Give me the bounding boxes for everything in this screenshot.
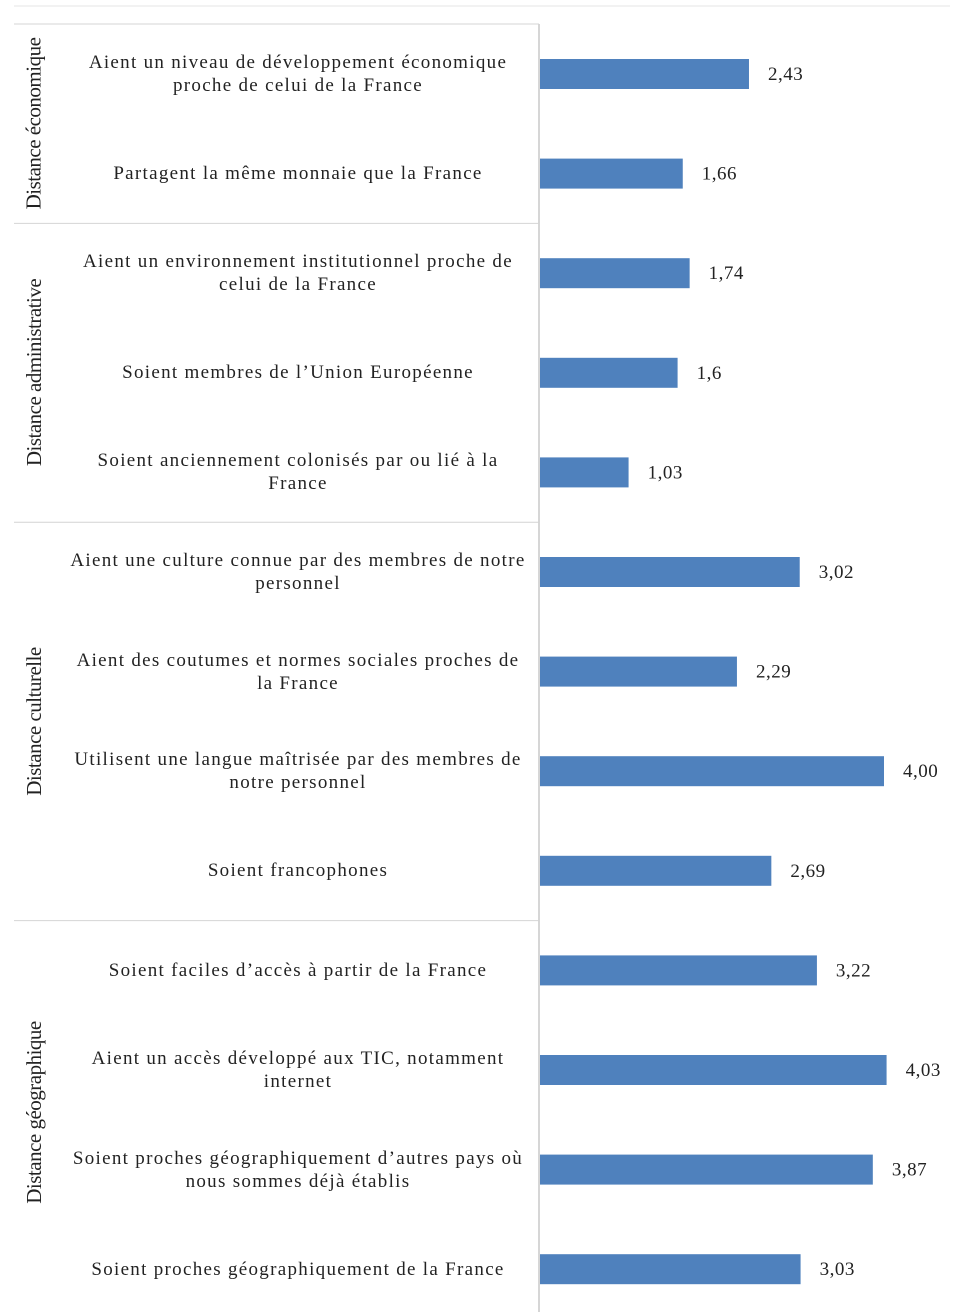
data-label: 1,03	[648, 462, 683, 483]
data-label: 3,87	[892, 1160, 927, 1181]
bar	[540, 955, 817, 986]
bar	[540, 1254, 801, 1285]
bar	[540, 1154, 873, 1185]
group-label: Distance culturelle	[21, 647, 46, 796]
data-label: 4,00	[903, 761, 938, 782]
category-label: Aient un accès développé aux TIC, notamm…	[91, 1048, 505, 1092]
category-label: Soient anciennement colonisés par ou lié…	[97, 450, 499, 495]
data-label: 1,74	[709, 263, 744, 284]
category-label: Soient proches géographiquement de la Fr…	[91, 1258, 505, 1280]
category-label: Soient proches géographiquement d’autres…	[72, 1147, 524, 1192]
group-label: Distance géographique	[21, 1021, 46, 1205]
group-label: Distance économique	[21, 37, 46, 210]
group-label: Distance administrative	[21, 279, 46, 467]
category-label: Aient une culture connue par des membres…	[70, 550, 526, 594]
data-label: 3,22	[836, 960, 871, 981]
bar	[540, 855, 772, 886]
category-label: Partagent la même monnaie que la France	[113, 163, 483, 185]
bar	[540, 656, 737, 687]
category-label: Aient un niveau de développement économi…	[88, 52, 508, 96]
data-label: 3,02	[819, 562, 854, 583]
data-label: 3,03	[820, 1259, 855, 1280]
bar	[540, 357, 678, 388]
category-label: Aient un environnement institutionnel pr…	[83, 251, 513, 296]
bar	[540, 557, 800, 587]
category-label: Aient des coutumes et normes sociales pr…	[76, 649, 520, 694]
category-label: Soient faciles d’accès à partir de la Fr…	[108, 959, 488, 981]
bar	[540, 756, 884, 787]
data-label: 2,69	[790, 861, 825, 882]
data-label: 1,6	[697, 363, 722, 384]
category-label: Soient francophones	[207, 860, 389, 882]
bar	[540, 59, 749, 89]
bar	[540, 457, 629, 488]
category-label: Soient membres de l’Union Européenne	[122, 362, 474, 384]
bar	[540, 1055, 887, 1085]
bar	[540, 258, 690, 289]
category-label: Utilisent une langue maîtrisée par des m…	[74, 749, 522, 794]
data-label: 1,66	[702, 164, 737, 185]
bar	[540, 158, 683, 189]
data-label: 2,43	[768, 64, 803, 85]
data-label: 4,03	[906, 1060, 941, 1081]
data-label: 2,29	[756, 662, 791, 683]
